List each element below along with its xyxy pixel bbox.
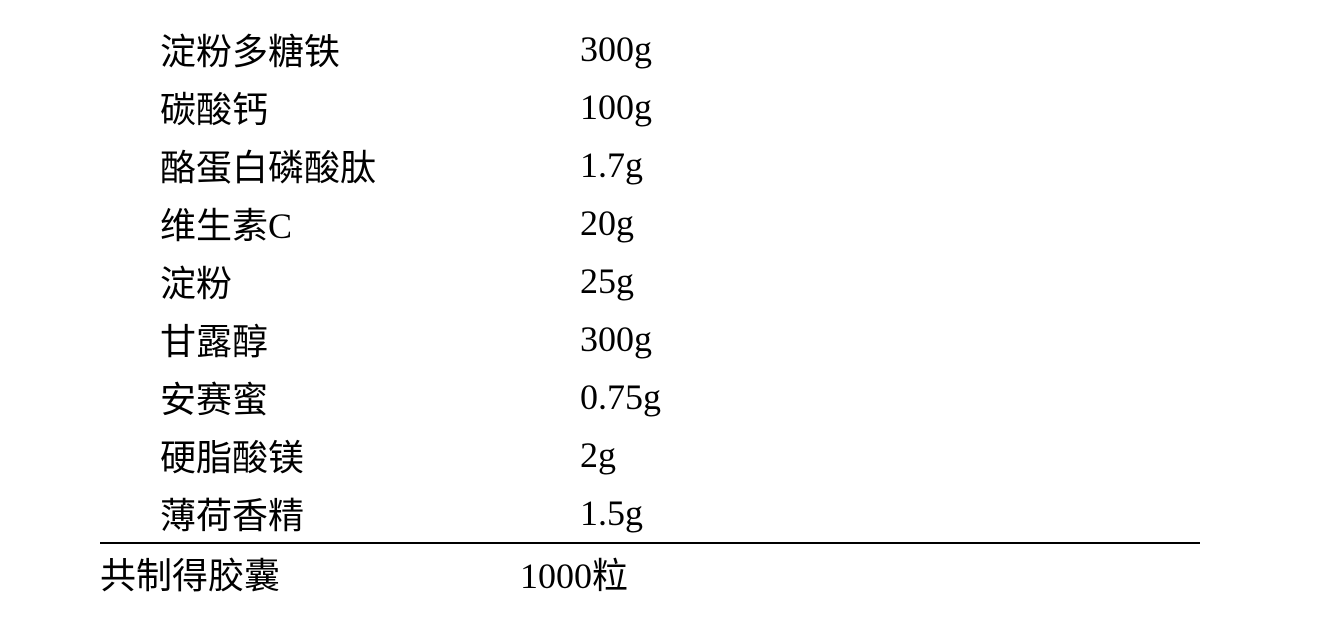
table-row: 薄荷香精 1.5g [100, 484, 1200, 542]
ingredient-label: 淀粉多糖铁 [100, 23, 540, 75]
table-row: 维生素C 20g [100, 194, 1200, 252]
ingredient-label: 碳酸钙 [100, 81, 540, 133]
ingredient-value: 100g [540, 86, 652, 128]
ingredient-value: 300g [540, 28, 652, 70]
ingredient-value: 20g [540, 202, 634, 244]
table-row: 酪蛋白磷酸肽 1.7g [100, 136, 1200, 194]
ingredient-label: 安赛蜜 [100, 371, 540, 423]
table-row: 淀粉 25g [100, 252, 1200, 310]
ingredient-label: 淀粉 [100, 255, 540, 307]
ingredient-label: 薄荷香精 [100, 487, 540, 539]
footer-label: 共制得胶囊 [100, 547, 480, 599]
ingredient-value: 1.7g [540, 144, 643, 186]
ingredient-value: 1.5g [540, 492, 643, 534]
ingredient-value: 300g [540, 318, 652, 360]
ingredient-label: 维生素C [100, 197, 540, 249]
ingredients-table: 淀粉多糖铁 300g 碳酸钙 100g 酪蛋白磷酸肽 1.7g 维生素C 20g… [100, 20, 1200, 602]
ingredient-label: 甘露醇 [100, 313, 540, 365]
table-row: 碳酸钙 100g [100, 78, 1200, 136]
ingredient-value: 0.75g [540, 376, 661, 418]
table-footer-row: 共制得胶囊 1000粒 [100, 542, 1200, 602]
ingredient-value: 25g [540, 260, 634, 302]
table-row: 甘露醇 300g [100, 310, 1200, 368]
table-row: 硬脂酸镁 2g [100, 426, 1200, 484]
table-row: 安赛蜜 0.75g [100, 368, 1200, 426]
ingredient-label: 酪蛋白磷酸肽 [100, 139, 540, 191]
ingredient-value: 2g [540, 434, 616, 476]
ingredient-label: 硬脂酸镁 [100, 429, 540, 481]
footer-value: 1000粒 [480, 547, 628, 599]
table-row: 淀粉多糖铁 300g [100, 20, 1200, 78]
